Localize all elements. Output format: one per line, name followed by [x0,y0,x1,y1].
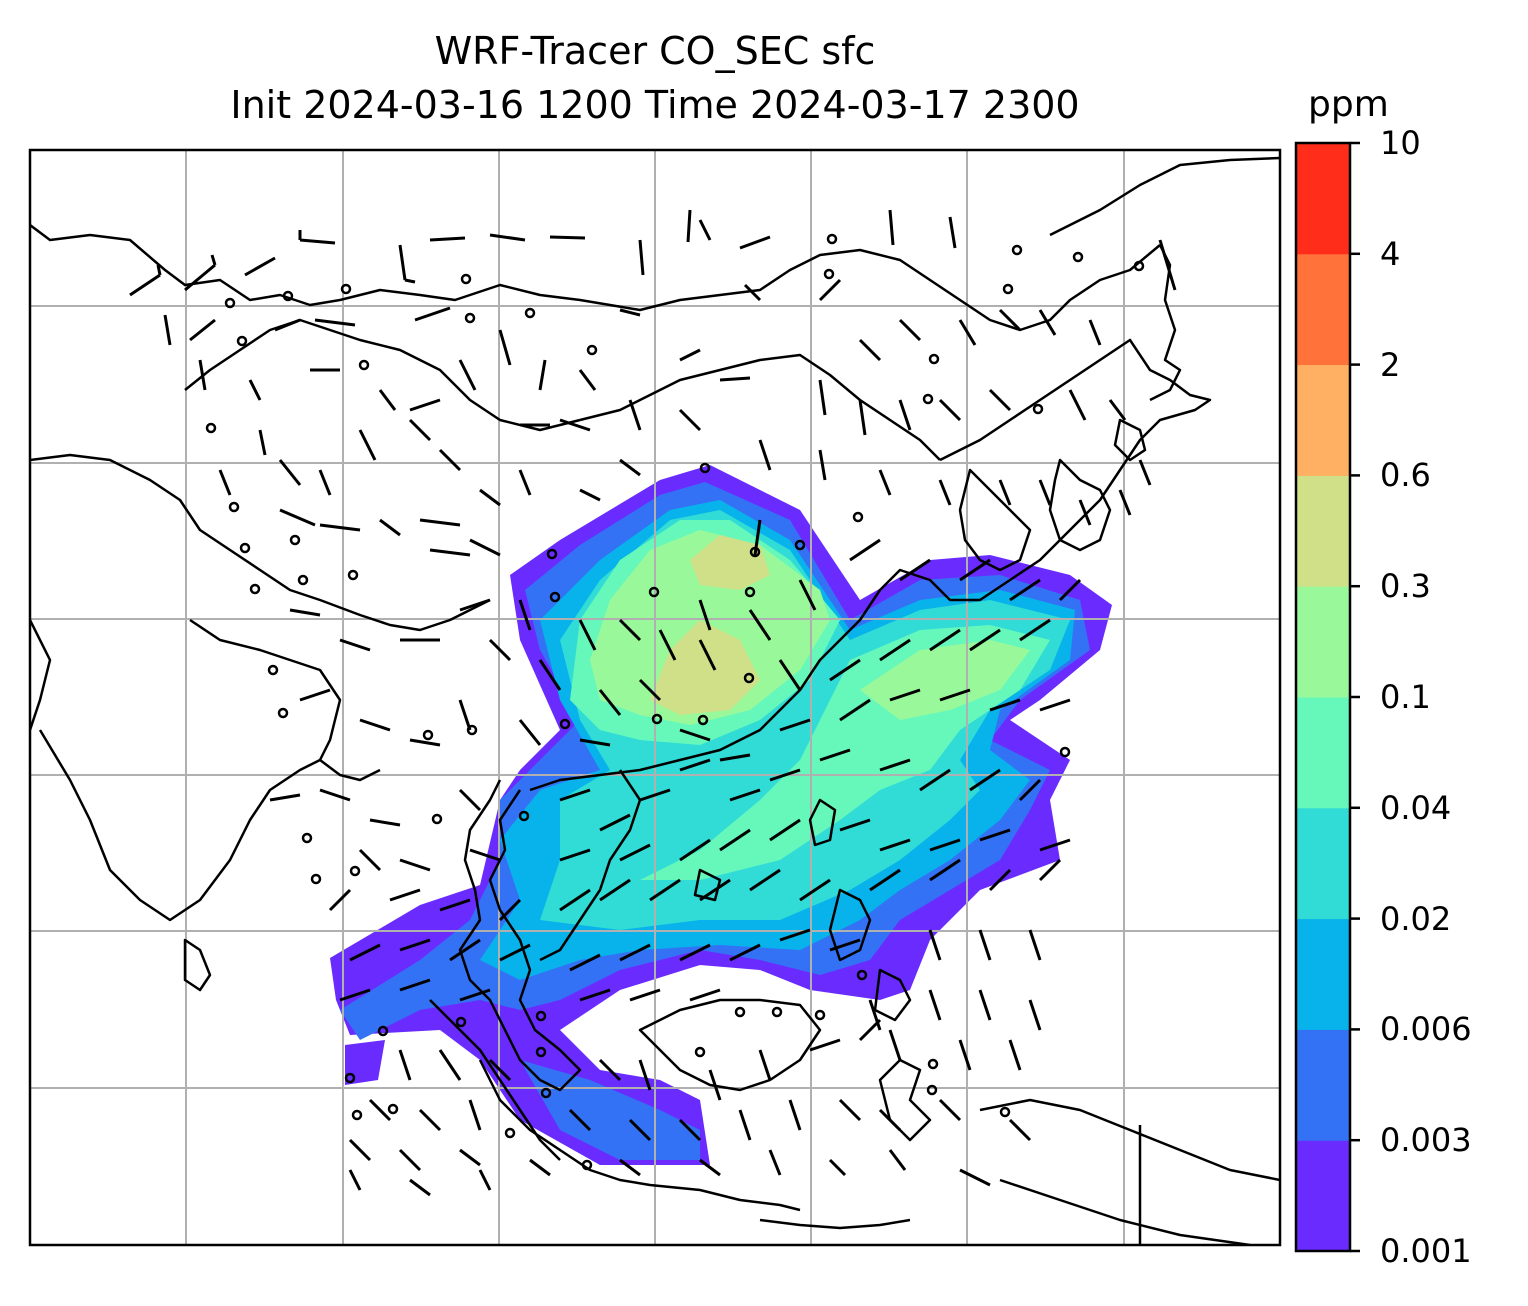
northeast-coast [1049,156,1280,237]
colorbar-segment [1296,918,1350,1030]
colorbar-tick-label: 4 [1380,234,1401,273]
colorbar-segment [1296,364,1350,476]
colorbar-tick-label: 0.003 [1380,1121,1472,1160]
colorbar-tick-label: 2 [1380,345,1401,384]
map-subtitle: Init 2024-03-16 1200 Time 2024-03-17 230… [230,83,1080,127]
borneo [638,998,822,1092]
mongolia-south [579,353,941,461]
philippines-1 [828,888,872,962]
china-coast [529,338,1212,792]
hainan [693,868,722,902]
colorbar-tick-label: 0.6 [1380,456,1431,495]
korea [958,468,1032,572]
colorbar-unit: ppm [1308,84,1389,125]
india-east [38,729,321,922]
colorbar-segment [1296,1029,1350,1141]
tarim-northern [184,318,581,432]
india-coast [30,619,52,731]
colorbar-segment [1296,475,1350,587]
sulawesi [878,1058,932,1142]
sri-lanka [183,938,212,992]
indochina [458,779,582,1092]
map-title: WRF-Tracer CO_SEC sfc [434,29,876,73]
field-level-1-patch [345,1040,385,1085]
colorbar [1294,141,1360,1253]
colorbar-tick-label: 10 [1380,124,1421,162]
field-level-7 [650,620,760,715]
colorbar-segment [1296,253,1350,366]
calm-wind-markers [205,233,1145,1171]
himalaya-border [189,618,342,761]
field-level-7-north [690,535,770,590]
colorbar-tick-label: 0.1 [1380,678,1431,716]
colorbar-tick-label: 0.3 [1380,567,1431,606]
north-border [30,224,1161,332]
colorbar-segment [1296,697,1350,809]
china-west-border [30,453,491,632]
colorbar-tick-label: 0.001 [1380,1232,1472,1270]
new-guinea-south [999,1178,1251,1245]
gridlines [30,150,1280,1245]
colorbar-tick-label: 0.04 [1380,788,1452,827]
wind-barbs [129,209,1177,1197]
colorbar-segment [1296,586,1350,698]
colorbar-segment [1296,143,1350,255]
field-level-6-east [860,640,1030,720]
colorbar-segment [1296,807,1350,920]
vietnam-coast [539,769,642,962]
bangladesh [319,759,381,782]
map-frame [28,148,1282,1247]
taiwan [808,798,837,847]
colorbar-segment [1296,1140,1350,1252]
japan-2 [1113,418,1147,462]
coastlines [30,156,1280,1245]
colorbar-tick-label: 0.02 [1380,899,1452,938]
sumatra [478,1059,801,1212]
philippines-2 [873,968,912,1022]
japan-1 [1048,458,1112,552]
java [759,1218,911,1230]
new-guinea [979,1098,1280,1182]
colorbar-tick-label: 0.006 [1380,1010,1472,1049]
malay-peninsula [429,999,561,1161]
